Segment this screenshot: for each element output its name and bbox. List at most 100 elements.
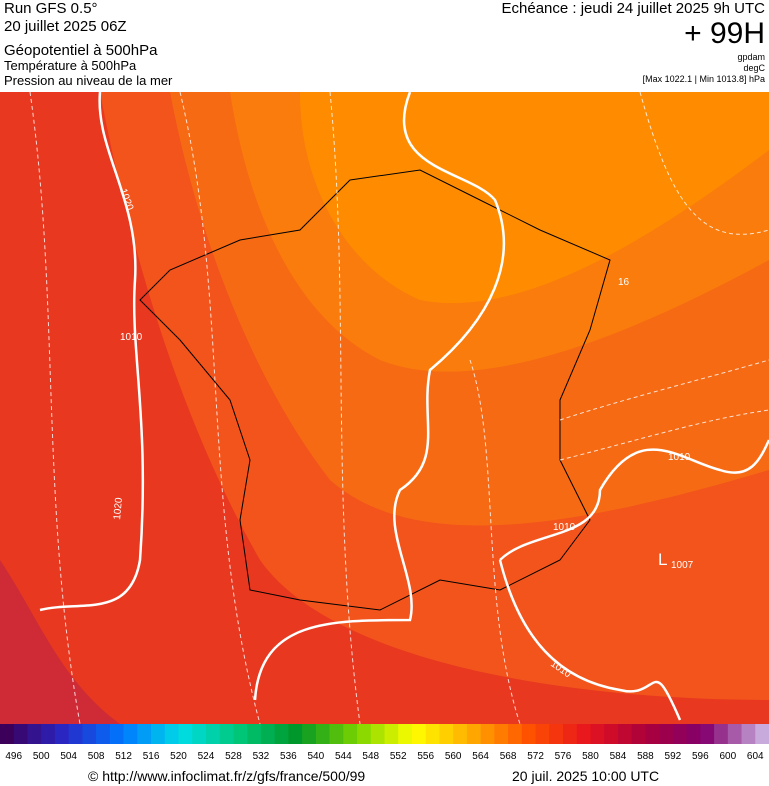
colorbar-cell (27, 724, 42, 744)
colorbar-cell (192, 724, 207, 744)
colorbar-label: 548 (362, 751, 379, 762)
contour-label: 1010 (120, 332, 143, 343)
colorbar-cell (68, 724, 83, 744)
colorbar-cell (535, 724, 550, 744)
colorbar-cell (13, 724, 28, 744)
echeance: Echéance : jeudi 24 juillet 2025 9h UTC (502, 0, 766, 17)
colorbar-cell (425, 724, 440, 744)
colorbar-cell (576, 724, 591, 744)
range: [Max 1022.1 | Min 1013.8] hPa (643, 74, 765, 84)
colorbar-cell (604, 724, 619, 744)
colorbar-cell (508, 724, 523, 744)
colorbar-label: 600 (719, 751, 736, 762)
unit: gpdam (737, 52, 765, 62)
field: Géopotentiel à 500hPa (4, 42, 158, 59)
colorbar-label: 588 (637, 751, 654, 762)
colorbar-label: 568 (500, 751, 517, 762)
colorbar-cell (631, 724, 646, 744)
colorbar-cell (219, 724, 234, 744)
colorbar-cell (247, 724, 262, 744)
colorbar-label: 532 (253, 751, 270, 762)
colorbar-cell (274, 724, 289, 744)
colorbar-label: 576 (555, 751, 572, 762)
colorbar-cell (0, 724, 15, 744)
colorbar-cell (329, 724, 344, 744)
colorbar-cell (411, 724, 427, 744)
colorbar-cell (645, 724, 660, 744)
colorbar-cell (453, 724, 468, 744)
colorbar-cell (384, 724, 399, 744)
low-pressure: L (658, 550, 667, 569)
colorbar-cell (315, 724, 331, 744)
colorbar-cell (370, 724, 385, 744)
colorbar-cell (659, 724, 674, 744)
colorbar-label: 556 (417, 751, 434, 762)
contour-label: 1010 (553, 522, 576, 533)
temp-band (0, 560, 120, 724)
colorbar-cell (494, 724, 509, 744)
colorbar-cell (590, 724, 605, 744)
colorbar-cell (439, 724, 454, 744)
colorbar-label: 552 (390, 751, 407, 762)
colorbar-label: 560 (445, 751, 462, 762)
colorbar-cell (123, 724, 138, 744)
colorbar-cell (151, 724, 166, 744)
colorbar-cell (178, 724, 193, 744)
colorbar-label: 528 (225, 751, 242, 762)
run-date: 20 juillet 2025 06Z (4, 18, 127, 35)
colorbar-label: 564 (472, 751, 489, 762)
colorbar-label: 584 (610, 751, 627, 762)
colorbar-cell (521, 724, 537, 744)
colorbar-label: 596 (692, 751, 709, 762)
generated: 20 juil. 2025 10:00 UTC (512, 768, 659, 784)
isobars (39, 92, 769, 721)
colorbar-label: 516 (143, 751, 160, 762)
colorbar-cell (288, 724, 303, 744)
colorbar-label: 536 (280, 751, 297, 762)
colorbar-cell (549, 724, 564, 744)
colorbar-label: 540 (307, 751, 324, 762)
offset: + 99H (684, 17, 765, 50)
colorbar-label: 604 (747, 751, 764, 762)
colorbar-cell (714, 724, 729, 744)
colorbar: 496 500 504 508 512 516 520 524 528 532 536 540 544 5… (0, 724, 769, 762)
contour-label: 16 (618, 277, 630, 288)
colorbar-label: 512 (115, 751, 132, 762)
contour-label: 1010 (668, 452, 691, 463)
colorbar-cell (398, 724, 413, 744)
colorbar-cell (741, 724, 756, 744)
colorbar-cell (205, 724, 221, 744)
colorbar-cell (96, 724, 111, 744)
source: © http://www.infoclimat.fr/z/gfs/france/… (88, 768, 365, 784)
colorbar-cell (700, 724, 715, 744)
colorbar-cell (343, 724, 358, 744)
colorbar-label: 572 (527, 751, 544, 762)
low-pressure-value: 1007 (671, 560, 694, 571)
colorbar-label: 520 (170, 751, 187, 762)
colorbar-cell (82, 724, 97, 744)
colorbar-cell (755, 724, 769, 744)
contour-label: 1020 (112, 497, 125, 521)
colorbar-label: 524 (198, 751, 215, 762)
colorbar-label: 592 (665, 751, 682, 762)
isotherms (29, 92, 769, 724)
colorbar-label: 580 (582, 751, 599, 762)
colorbar-cell (164, 724, 180, 744)
colorbar-label: 504 (60, 751, 77, 762)
colorbar-cell (41, 724, 56, 744)
unit: degC (743, 63, 765, 73)
colorbar-label: 544 (335, 751, 352, 762)
colorbar-cell (54, 724, 70, 744)
map: 1020 1020 1010 1010 1010 1010 1007 16 L (0, 92, 769, 724)
colorbar-cell (617, 724, 633, 744)
colorbar-label: 496 (5, 751, 22, 762)
colorbar-cell (302, 724, 317, 744)
colorbar-label: 508 (88, 751, 105, 762)
colorbar-cell (686, 724, 701, 744)
colorbar-cell (233, 724, 248, 744)
colorbar-cell (727, 724, 743, 744)
colorbar-cell (672, 724, 688, 744)
temp-band (300, 92, 769, 304)
